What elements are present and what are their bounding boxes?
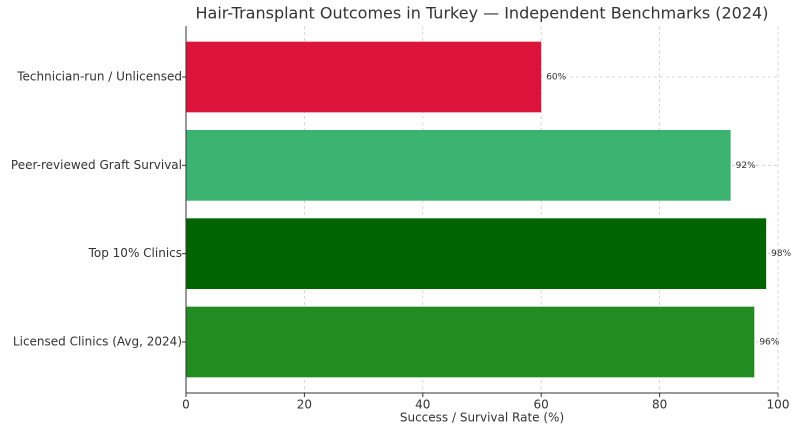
y-tick-label: Top 10% Clinics — [88, 246, 182, 260]
x-tick-label: 20 — [297, 398, 312, 412]
bar — [186, 218, 767, 289]
x-tick-label: 80 — [652, 398, 667, 412]
y-tick-label: Peer-reviewed Graft Survival — [11, 158, 182, 172]
chart-title: Hair-Transplant Outcomes in Turkey — Ind… — [196, 4, 769, 23]
value-label: 96% — [759, 338, 779, 348]
bar — [186, 130, 731, 201]
x-axis-label: Success / Survival Rate (%) — [400, 411, 564, 425]
bar — [186, 41, 542, 113]
x-tick-label: 40 — [415, 398, 430, 412]
value-label: 60% — [546, 73, 566, 83]
x-tick-label: 60 — [534, 398, 549, 412]
y-tick-label: Technician-run / Unlicensed — [16, 70, 182, 84]
x-tick-label: 0 — [182, 398, 190, 412]
x-tick-label: 100 — [767, 398, 790, 412]
bar — [186, 306, 755, 378]
value-label: 92% — [736, 161, 756, 171]
y-tick-label: Licensed Clinics (Avg, 2024) — [13, 335, 182, 349]
value-label: 98% — [771, 249, 791, 259]
